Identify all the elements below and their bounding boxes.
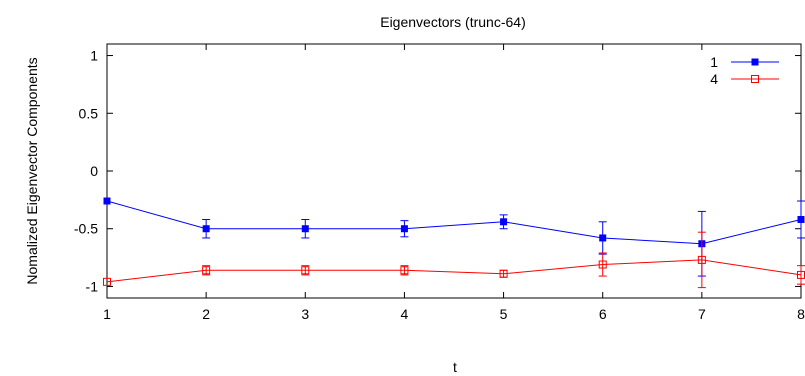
x-axis-label: t: [453, 359, 457, 375]
series-line: [106, 259, 802, 283]
series-1: [103, 197, 805, 277]
x-tick-label: 7: [698, 306, 706, 322]
legend-label: 1: [710, 54, 718, 70]
data-point: [400, 266, 409, 275]
series-line: [106, 200, 802, 245]
data-point: [301, 225, 309, 233]
legend-marker: [751, 75, 759, 83]
data-point: [499, 269, 508, 278]
y-axis-label: Nomalized Eigenvector Components: [24, 57, 40, 284]
data-point: [697, 255, 706, 264]
x-tick-label: 6: [599, 306, 607, 322]
x-tick-label: 2: [202, 306, 210, 322]
data-point: [301, 266, 310, 275]
y-tick-label: 1: [90, 48, 98, 64]
y-axis: 1 0.5 0 -0.5 -1: [74, 48, 801, 294]
x-tick-label: 1: [103, 306, 111, 322]
x-axis: 1 2 3 4 5 6 7 8: [103, 44, 805, 322]
series-4: [103, 231, 805, 289]
data-point: [599, 234, 607, 242]
legend: 14: [710, 54, 779, 87]
data-point: [598, 260, 607, 269]
data-point: [500, 218, 508, 226]
x-tick-label: 3: [301, 306, 309, 322]
data-point: [202, 266, 211, 275]
data-point: [400, 225, 408, 233]
y-tick-label: -1: [86, 278, 99, 294]
legend-marker: [751, 58, 759, 66]
data-point: [202, 225, 210, 233]
y-tick-label: -0.5: [74, 221, 98, 237]
x-tick-label: 4: [401, 306, 409, 322]
x-tick-label: 5: [500, 306, 508, 322]
data-point: [103, 197, 111, 205]
data-point: [103, 277, 111, 286]
data-point: [797, 215, 805, 223]
legend-label: 4: [710, 71, 718, 87]
y-tick-label: 0: [90, 163, 98, 179]
series-layer: [103, 197, 805, 289]
y-tick-label: 0.5: [79, 105, 99, 121]
chart-title: Eigenvectors (trunc-64): [380, 14, 526, 30]
x-tick-label: 8: [797, 306, 805, 322]
